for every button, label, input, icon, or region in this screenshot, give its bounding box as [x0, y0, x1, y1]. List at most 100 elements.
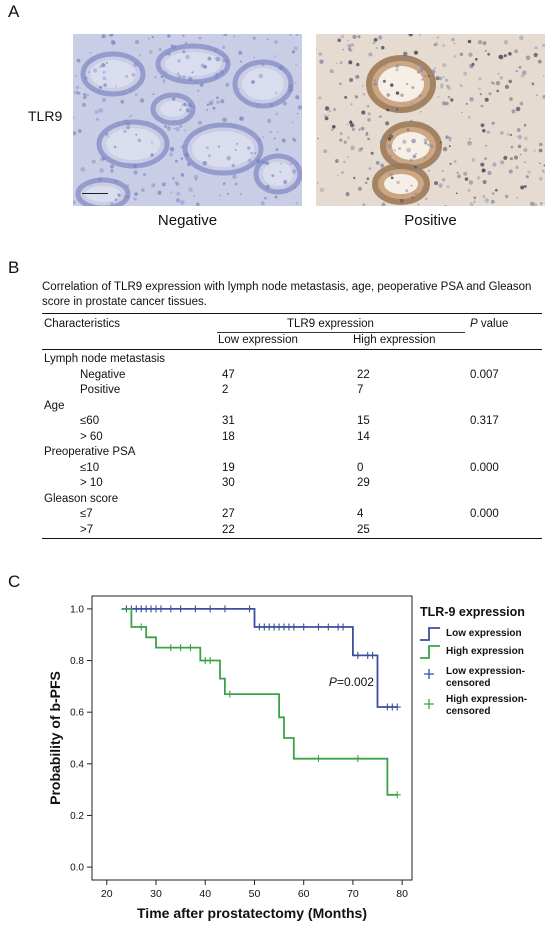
- negative-nucleus: [73, 131, 77, 136]
- positive-nucleus: [492, 162, 497, 167]
- negative-nucleus: [222, 34, 224, 37]
- positive-nucleus: [524, 161, 526, 164]
- positive-nucleus: [354, 95, 358, 99]
- kaplan-meier-chart: 20 30 40 50 60 70 80 0.0 0.2 0.4 0.6 0.8 1.0 Time aft…: [40, 582, 550, 944]
- high-censored-mark: [314, 755, 322, 763]
- negative-nucleus: [137, 138, 142, 143]
- positive-nucleus: [435, 183, 437, 185]
- positive-nucleus: [441, 170, 444, 172]
- positive-nucleus: [436, 36, 440, 39]
- negative-nucleus: [217, 145, 220, 148]
- positive-nucleus: [347, 43, 352, 48]
- negative-nucleus: [109, 34, 114, 37]
- positive-nucleus: [448, 136, 452, 141]
- positive-nucleus: [368, 138, 371, 141]
- negative-nucleus: [172, 97, 176, 101]
- negative-nucleus: [94, 110, 99, 114]
- positive-nucleus: [346, 136, 351, 140]
- table-row-label: ≤10: [80, 461, 100, 474]
- positive-nucleus: [412, 154, 417, 159]
- positive-tissue-bg: [316, 34, 545, 206]
- legend-high-censored-label-2: censored: [446, 706, 490, 717]
- negative-nucleus: [192, 105, 195, 108]
- positive-nucleus: [411, 138, 416, 144]
- positive-nucleus: [395, 64, 400, 68]
- positive-nucleus: [405, 82, 409, 85]
- negative-nucleus: [273, 137, 276, 140]
- positive-nucleus: [517, 144, 522, 149]
- negative-nucleus: [240, 193, 242, 196]
- positive-nucleus: [442, 146, 448, 152]
- low-expression-curve: [121, 607, 398, 708]
- positive-nucleus: [395, 68, 399, 72]
- positive-nucleus: [346, 156, 349, 158]
- table-cell-low: 18: [222, 430, 235, 443]
- negative-nucleus: [223, 182, 226, 185]
- negative-nucleus: [117, 123, 121, 127]
- positive-nucleus: [347, 39, 349, 42]
- negative-nucleus: [76, 58, 81, 63]
- positive-nucleus: [468, 137, 471, 140]
- positive-nucleus: [486, 130, 490, 134]
- negative-nucleus: [98, 108, 103, 113]
- positive-nucleus: [482, 41, 487, 46]
- negative-nucleus: [291, 50, 295, 54]
- positive-nucleus: [440, 86, 443, 89]
- negative-nucleus: [265, 184, 270, 189]
- negative-nucleus: [126, 196, 130, 199]
- positive-nucleus: [422, 186, 426, 190]
- negative-nucleus: [102, 156, 106, 161]
- positive-nucleus: [349, 48, 353, 52]
- low-censored-mark: [324, 623, 332, 631]
- table-row-label: > 10: [80, 477, 103, 489]
- negative-nucleus: [293, 46, 298, 51]
- positive-nucleus: [416, 71, 420, 74]
- negative-nucleus: [184, 152, 190, 157]
- y-tick-label: 0.4: [70, 759, 84, 770]
- legend-low-censored-label-1: Low expression-: [446, 666, 525, 677]
- positive-nucleus: [430, 144, 434, 148]
- negative-nucleus: [132, 163, 138, 169]
- positive-nucleus: [439, 83, 444, 88]
- negative-nucleus: [209, 101, 214, 106]
- table-cell-low: 27: [222, 508, 235, 520]
- negative-nucleus: [279, 170, 282, 173]
- positive-nucleus: [467, 141, 472, 146]
- negative-nucleus: [297, 105, 302, 110]
- legend-low-swatch: [420, 627, 440, 641]
- negative-nucleus: [114, 198, 118, 201]
- positive-nucleus: [453, 160, 457, 163]
- positive-nucleus: [316, 181, 319, 184]
- negative-lumen: [90, 60, 136, 88]
- positive-nucleus: [336, 174, 339, 177]
- positive-nucleus: [468, 52, 473, 57]
- negative-nucleus: [97, 89, 100, 92]
- negative-nucleus: [169, 147, 175, 152]
- p-rest: value: [477, 318, 509, 330]
- positive-nucleus: [419, 101, 423, 105]
- positive-nucleus: [381, 46, 385, 50]
- negative-nucleus: [91, 159, 96, 164]
- positive-nucleus: [490, 81, 494, 84]
- negative-caption: Negative: [157, 212, 218, 229]
- negative-nucleus: [193, 195, 195, 198]
- negative-nucleus: [193, 174, 199, 179]
- negative-nucleus: [250, 152, 253, 155]
- negative-nucleus: [89, 51, 92, 54]
- negative-nucleus: [293, 186, 296, 189]
- positive-nucleus: [361, 110, 366, 115]
- negative-nucleus: [167, 126, 171, 131]
- header-characteristics: Characteristics: [44, 318, 121, 330]
- table-cell-low: 47: [222, 368, 235, 381]
- positive-nucleus: [459, 52, 464, 56]
- positive-nucleus: [457, 174, 461, 179]
- positive-nucleus: [442, 101, 447, 106]
- positive-nucleus: [358, 148, 363, 152]
- positive-nucleus: [523, 148, 528, 152]
- low-censored-mark: [167, 605, 175, 613]
- positive-nucleus: [519, 101, 524, 106]
- positive-nucleus: [368, 52, 373, 57]
- positive-nucleus: [339, 138, 343, 142]
- positive-nucleus: [485, 50, 487, 52]
- negative-nucleus: [278, 65, 284, 71]
